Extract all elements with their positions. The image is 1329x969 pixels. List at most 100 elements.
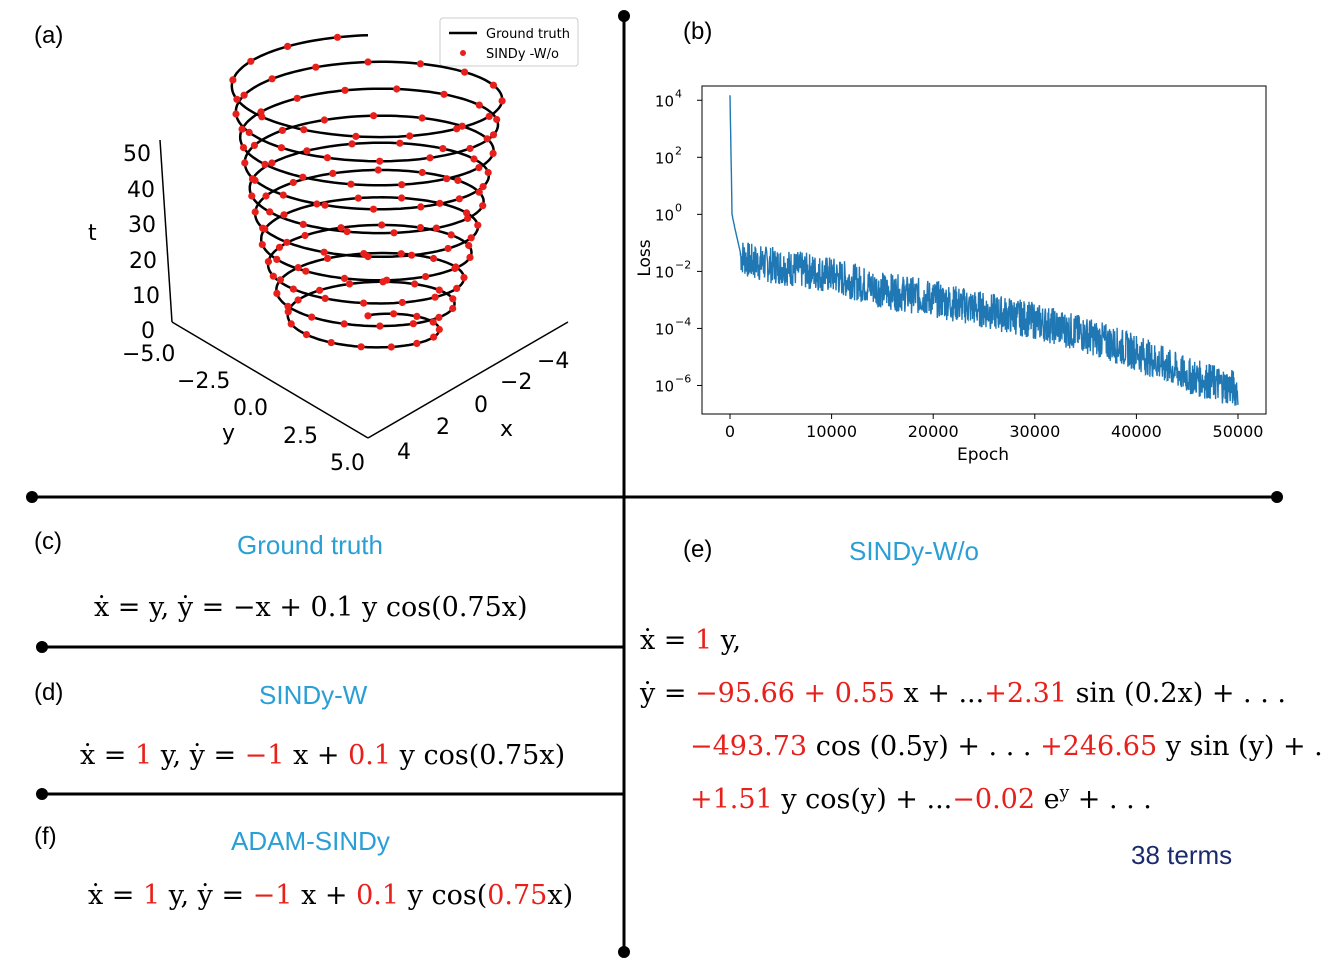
sindy-marker [458, 122, 466, 130]
t-axis-label: t [88, 221, 97, 246]
sindy-marker [474, 221, 482, 229]
sindy-marker [261, 160, 269, 168]
sindy-marker [466, 253, 474, 261]
sindy-marker [360, 299, 368, 307]
sindy-marker [284, 42, 292, 51]
sindy-marker [279, 191, 287, 199]
sindy-marker [430, 333, 438, 341]
sindy-marker [308, 313, 316, 321]
sindy-marker [321, 294, 329, 302]
sindy-marker [435, 286, 443, 294]
sindy-marker [321, 201, 329, 209]
sindy-marker [232, 110, 240, 118]
term-count: 38 terms [1131, 840, 1233, 870]
sindy-marker [293, 94, 301, 102]
sindy-marker [383, 276, 391, 284]
sindy-marker [348, 140, 356, 148]
sindy-marker [364, 58, 372, 66]
sindy-marker [429, 318, 437, 326]
sindy-marker [449, 295, 457, 303]
panel-f-title: ADAM-SINDy [231, 826, 390, 856]
sindy-marker [470, 155, 478, 163]
y-tick-exponent: −2 [675, 258, 691, 271]
sindy-marker [489, 149, 497, 157]
sindy-marker [422, 273, 430, 281]
y-tick-exponent: 4 [675, 87, 682, 100]
sindy-marker [250, 141, 258, 149]
sindy-marker [233, 95, 241, 103]
sindy-marker [485, 112, 493, 120]
sindy-marker [467, 234, 475, 242]
sindy-marker [406, 132, 414, 140]
sindy-marker [300, 126, 308, 134]
x-tick-label: 0 [725, 422, 735, 441]
sindy-marker [416, 60, 424, 68]
sindy-marker [275, 243, 284, 251]
sindy-marker [498, 97, 506, 105]
x-tick: 4 [397, 440, 411, 465]
sindy-marker [299, 220, 307, 228]
sindy-marker [390, 229, 398, 237]
x-tick: 2 [436, 415, 450, 440]
y-tick-label: 10 [655, 320, 674, 338]
ground-truth-equation: ẋ = y, ẏ = −x + 0.1 y cos(0.75x) [94, 592, 528, 623]
sindy-wo-equation-line1: ẋ = 1 y, [640, 625, 742, 656]
panel-e-title: SINDy-W/o [849, 536, 979, 566]
y-tick: −2.5 [177, 369, 230, 394]
sindy-marker [475, 188, 483, 196]
sindy-marker [284, 302, 292, 310]
sindy-marker [413, 312, 421, 320]
sindy-marker [248, 192, 256, 200]
sindy-marker [278, 126, 286, 134]
sindy-marker [302, 267, 310, 275]
sindy-marker [451, 264, 459, 273]
y-tick-label: 10 [655, 263, 674, 281]
sindy-marker [258, 241, 266, 249]
t-tick: 40 [127, 178, 155, 203]
sindy-marker [277, 144, 285, 152]
panel-c-title: Ground truth [237, 530, 383, 560]
panel-b-label: (b) [683, 18, 713, 45]
y-tick-exponent: −6 [675, 372, 691, 385]
sindy-marker [229, 76, 237, 84]
sindy-marker [430, 254, 438, 263]
y-tick-exponent: −4 [675, 315, 691, 328]
t-tick: 20 [129, 249, 157, 274]
y-tick: −5.0 [122, 342, 175, 367]
y-tick: 5.0 [330, 451, 365, 476]
sindy-marker [273, 255, 281, 263]
y-tick-label: 10 [655, 92, 674, 110]
x-tick-label: 50000 [1213, 422, 1264, 441]
sindy-marker [440, 90, 448, 98]
sindy-marker [396, 139, 404, 147]
loss-x-label: Epoch [957, 445, 1009, 465]
y-tick: 0.0 [233, 396, 268, 421]
sindy-marker [493, 115, 501, 124]
sindy-marker [475, 101, 483, 109]
sindy-marker [461, 68, 469, 76]
sindy-marker [464, 214, 472, 222]
sindy-marker [312, 63, 320, 71]
sindy-marker [238, 125, 246, 133]
y-tick-label: 10 [655, 149, 674, 167]
sindy-marker [397, 250, 405, 258]
x-tick-label: 10000 [806, 422, 857, 441]
sindy-marker [327, 339, 335, 347]
sindy-marker [352, 132, 360, 140]
sindy-marker [387, 343, 395, 351]
sindy-marker [343, 228, 351, 236]
sindy-marker [251, 176, 259, 184]
y-tick-label: 10 [655, 206, 674, 224]
sindy-marker [364, 253, 372, 261]
sindy-marker [378, 221, 386, 229]
t-tick: 30 [128, 213, 156, 238]
sindy-marker [323, 254, 332, 262]
x-tick: −2 [500, 370, 532, 395]
sindy-marker [426, 154, 434, 162]
sindy-marker [454, 176, 462, 184]
sindy-marker [374, 166, 382, 174]
sindy-marker [245, 128, 253, 136]
sindy-marker [289, 285, 297, 293]
sindy-marker [247, 57, 255, 65]
